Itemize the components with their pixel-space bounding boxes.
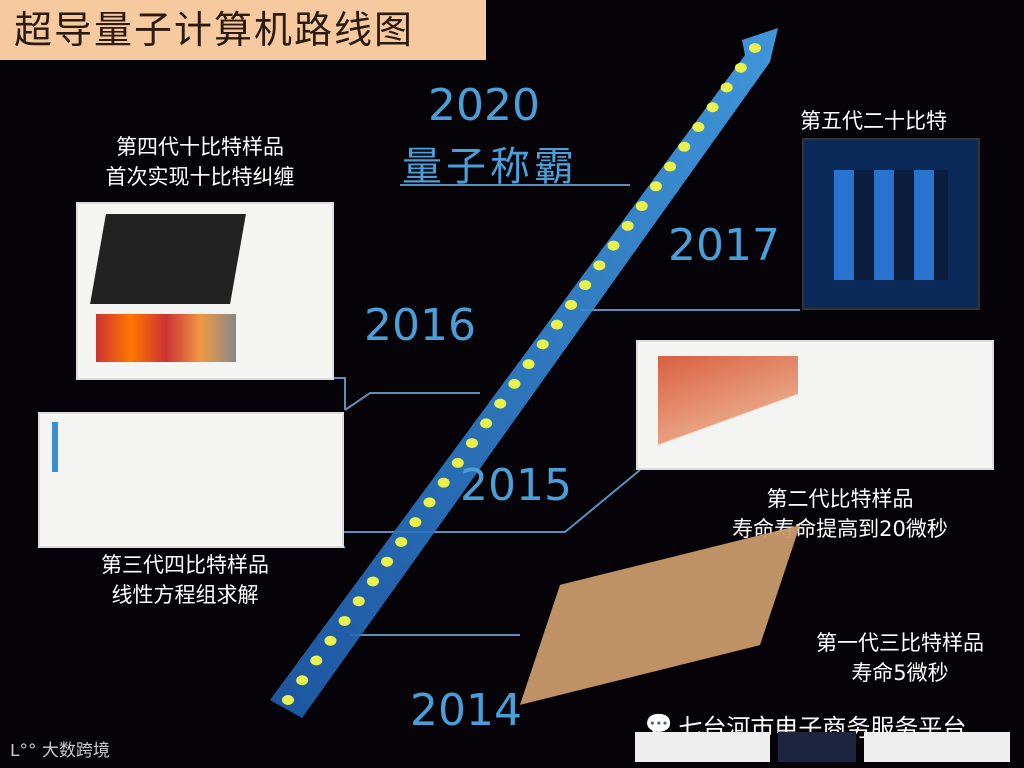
timeline-dot xyxy=(352,596,365,607)
timeline-dot xyxy=(734,62,747,73)
watermark: ᒪ°° 大数跨境 xyxy=(10,736,110,761)
timeline-dot xyxy=(536,339,549,350)
timeline-dot xyxy=(437,477,450,488)
timeline-dot xyxy=(381,556,394,567)
timeline-dot xyxy=(296,675,309,686)
logo xyxy=(864,732,1010,762)
timeline-dot xyxy=(621,220,634,231)
caption-line: 第一代三比特样品 xyxy=(816,631,984,655)
caption-gen2: 第二代比特样品 寿命寿命提高到20微秒 xyxy=(700,484,980,544)
caption-2020: 量子称霸 xyxy=(402,144,578,190)
timeline-dot xyxy=(720,82,733,93)
gen3-sample-image xyxy=(38,412,344,548)
caption-gen4: 第四代十比特样品 首次实现十比特纠缠 xyxy=(100,132,300,192)
caption-line: 寿命5微秒 xyxy=(851,661,949,685)
caption-gen3: 第三代四比特样品 线性方程组求解 xyxy=(70,550,300,610)
year-2017: 2017 xyxy=(668,220,780,271)
timeline-dot xyxy=(522,359,535,370)
caption-gen5: 第五代二十比特 xyxy=(800,109,947,133)
timeline-dot xyxy=(423,497,436,508)
timeline-dot xyxy=(508,378,521,389)
timeline-dot xyxy=(565,299,578,310)
timeline-dot xyxy=(494,398,507,409)
year-2015: 2015 xyxy=(460,460,572,511)
caption-gen1: 第一代三比特样品 寿命5微秒 xyxy=(795,628,1005,688)
timeline-dot xyxy=(664,161,677,172)
gen2-data-image xyxy=(636,340,994,470)
gen5-chip-image xyxy=(802,138,980,310)
timeline-dots xyxy=(282,43,761,705)
timeline-dot xyxy=(692,122,705,133)
timeline-dot xyxy=(550,319,563,330)
logo xyxy=(635,732,770,762)
watermark-text: 大数跨境 xyxy=(41,741,110,761)
timeline-dot xyxy=(395,536,408,547)
timeline-dot xyxy=(579,280,592,291)
year-2020: 2020 xyxy=(428,80,540,131)
timeline-dot xyxy=(649,181,662,192)
logo xyxy=(777,732,857,762)
timeline-dot xyxy=(282,695,294,705)
year-2016: 2016 xyxy=(364,300,476,351)
timeline-dot xyxy=(607,240,620,251)
institution-logos xyxy=(635,732,1010,762)
timeline-dot xyxy=(465,438,478,449)
caption-line: 首次实现十比特纠缠 xyxy=(105,165,295,189)
timeline-dot xyxy=(480,418,493,429)
caption-line: 第三代四比特样品 xyxy=(101,553,269,577)
timeline-dot xyxy=(338,615,351,626)
timeline-dot xyxy=(593,260,606,271)
caption-line: 线性方程组求解 xyxy=(111,583,259,607)
caption-line: 第二代比特样品 xyxy=(766,487,914,511)
timeline-dot xyxy=(310,655,323,666)
caption-line: 第四代十比特样品 xyxy=(116,135,284,159)
timeline-dot xyxy=(409,517,422,528)
timeline-dot xyxy=(635,201,648,212)
timeline-dot xyxy=(678,141,691,152)
page-title: 超导量子计算机路线图 xyxy=(0,0,486,60)
timeline-dot xyxy=(451,457,464,468)
year-2014: 2014 xyxy=(410,685,522,736)
timeline-dot xyxy=(366,576,379,587)
watermark-icon: ᒪ°° xyxy=(10,741,42,761)
gen4-sample-image xyxy=(76,202,334,380)
timeline-dot xyxy=(706,102,719,113)
timeline-dot xyxy=(749,43,761,53)
timeline-dot xyxy=(324,635,337,646)
